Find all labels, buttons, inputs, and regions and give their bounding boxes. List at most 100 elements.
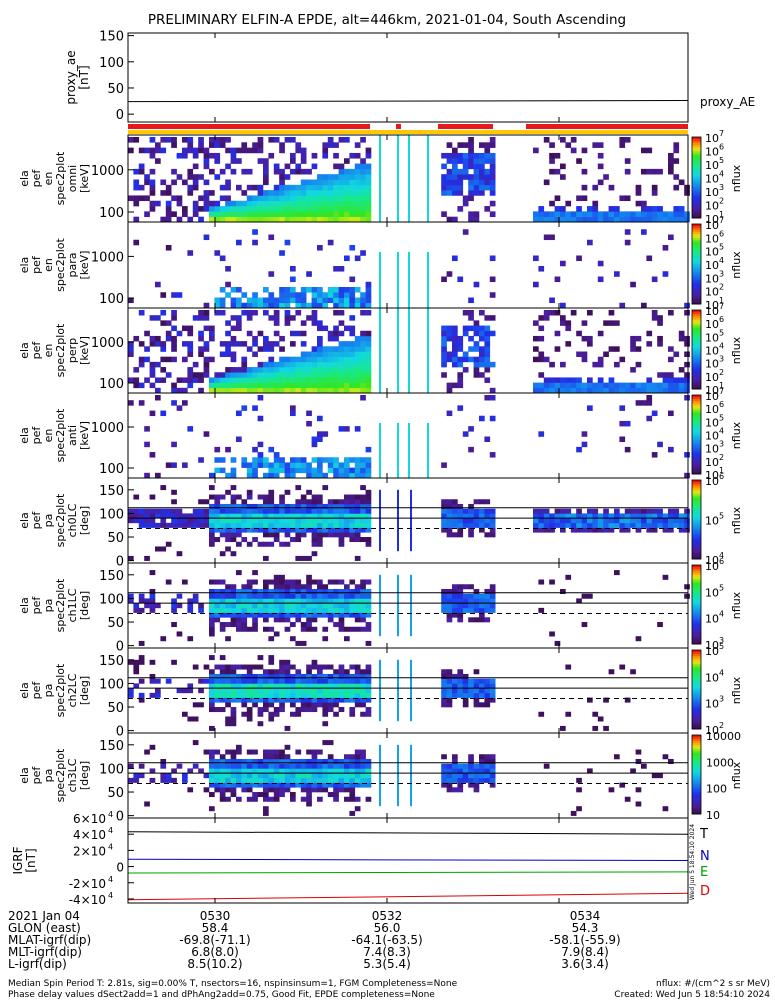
spectrogram-bin: [657, 441, 663, 448]
spectrogram-bin: [333, 683, 339, 689]
spectrogram-bin: [344, 184, 350, 191]
spectrogram-bin: [365, 216, 372, 223]
spectrogram-bin: [284, 361, 291, 368]
spectrogram-bin: [192, 372, 199, 378]
spectrogram-bin: [646, 206, 653, 212]
spectrogram-bin: [311, 702, 318, 708]
spectrogram-bin: [198, 518, 204, 524]
table-cell: -58.1(-55.9): [549, 933, 620, 947]
spectrogram-bin: [214, 603, 221, 609]
spectrogram-bin: [252, 405, 258, 411]
spectrogram-bin: [630, 341, 636, 347]
colorbar-segment: [692, 628, 701, 631]
spectrogram-bin: [360, 584, 366, 590]
spectrogram-bin: [668, 216, 674, 223]
spectrogram-bin: [317, 702, 323, 708]
spectrogram-bin: [284, 367, 291, 373]
colorbar-frame: [691, 223, 702, 305]
spectrogram-bin: [468, 607, 474, 613]
spectrogram-bin: [468, 688, 474, 694]
colorbar-segment: [692, 426, 701, 430]
spectrogram-bin: [322, 527, 329, 533]
spectrogram-bin: [533, 147, 539, 154]
spectrogram-bin: [225, 211, 231, 217]
spectrogram-bin: [354, 174, 361, 180]
spectrogram-bin: [225, 763, 231, 769]
spectrogram-bin: [322, 457, 329, 463]
spectrogram-bin: [295, 584, 302, 590]
spectrogram-bin: [354, 796, 361, 802]
spectrogram-bin: [468, 603, 474, 609]
spectrogram-bin: [446, 184, 453, 191]
spectrogram-bin: [581, 382, 588, 389]
spectrogram-bin: [306, 195, 312, 202]
spectrogram-bin: [365, 356, 372, 363]
spectrogram-bin: [624, 518, 631, 524]
spectrogram-bin: [349, 593, 356, 599]
spectrogram-bin: [138, 678, 145, 684]
spectrogram-bin: [138, 692, 145, 698]
spectrogram-bin: [284, 768, 291, 774]
colorbar-segment: [692, 547, 701, 550]
spectrogram-bin: [457, 617, 464, 623]
spectrogram-bin: [349, 174, 356, 180]
spectrogram-bin: [322, 503, 329, 509]
spectrogram-bin: [473, 211, 480, 217]
spectrogram-bin: [538, 431, 545, 437]
spectrogram-bin: [257, 216, 264, 223]
spectrogram-bin: [657, 341, 663, 347]
spectrogram-bin: [338, 302, 345, 309]
spectrogram-bin: [452, 763, 458, 769]
spectrogram-bin: [225, 678, 231, 684]
colorbar-segment: [692, 527, 701, 530]
spectrogram-bin: [379, 135, 381, 222]
spectrogram-bin: [570, 377, 577, 383]
spectrogram-bin: [587, 508, 593, 514]
spectrogram-bin: [538, 266, 545, 272]
spectrogram-bin: [452, 773, 458, 779]
spectrogram-bin: [279, 787, 285, 793]
spectrogram-bin: [333, 773, 339, 779]
spectrogram-bin: [576, 387, 582, 394]
spectrogram-bin: [268, 472, 275, 479]
spectrogram-bin: [241, 292, 248, 298]
spectrogram-bin: [446, 773, 453, 779]
spectrogram-bin: [462, 310, 469, 316]
spectrogram-bin: [360, 462, 366, 468]
y-tick-label: 1000: [91, 336, 124, 351]
colorbar-segment: [692, 143, 701, 146]
y-axis-label-line: perp: [66, 338, 79, 363]
spectrogram-bin: [203, 206, 210, 212]
colorbar-segment: [692, 699, 701, 702]
spectrogram-bin: [668, 758, 674, 764]
spectrogram-bin: [214, 758, 221, 764]
spectrogram-bin: [338, 588, 345, 594]
spectrogram-bin: [257, 211, 264, 217]
colorbar-segment: [692, 657, 701, 661]
spectrogram-bin: [327, 377, 334, 383]
colorbar-segment: [692, 468, 701, 471]
colorbar-segment: [692, 224, 701, 227]
spectrogram-bin: [452, 356, 458, 363]
spectrogram-bin: [333, 588, 339, 594]
spectrogram-bin: [290, 768, 296, 774]
spectrogram-bin: [538, 382, 545, 389]
spectrogram-bin: [241, 612, 248, 618]
spectrogram-bin: [284, 382, 291, 389]
spectrogram-bin: [360, 346, 366, 352]
spectrogram-bin: [295, 457, 302, 463]
spectrogram-bin: [457, 206, 464, 212]
spectrogram-bin: [338, 174, 345, 180]
colorbar-segment: [692, 226, 701, 229]
spectrogram-bin: [252, 387, 258, 394]
spectrogram-bin: [457, 184, 464, 191]
spectrogram-bin: [349, 276, 356, 283]
spectrogram-bin: [327, 758, 334, 764]
spectrogram-bin: [365, 499, 372, 505]
spectrogram-bin: [473, 669, 480, 675]
spectrogram-bin: [311, 211, 318, 217]
spectrogram-bin: [230, 382, 237, 389]
spectrogram-bin: [257, 673, 264, 679]
spectrogram-bin: [209, 503, 215, 509]
spectrogram-bin: [209, 758, 215, 764]
